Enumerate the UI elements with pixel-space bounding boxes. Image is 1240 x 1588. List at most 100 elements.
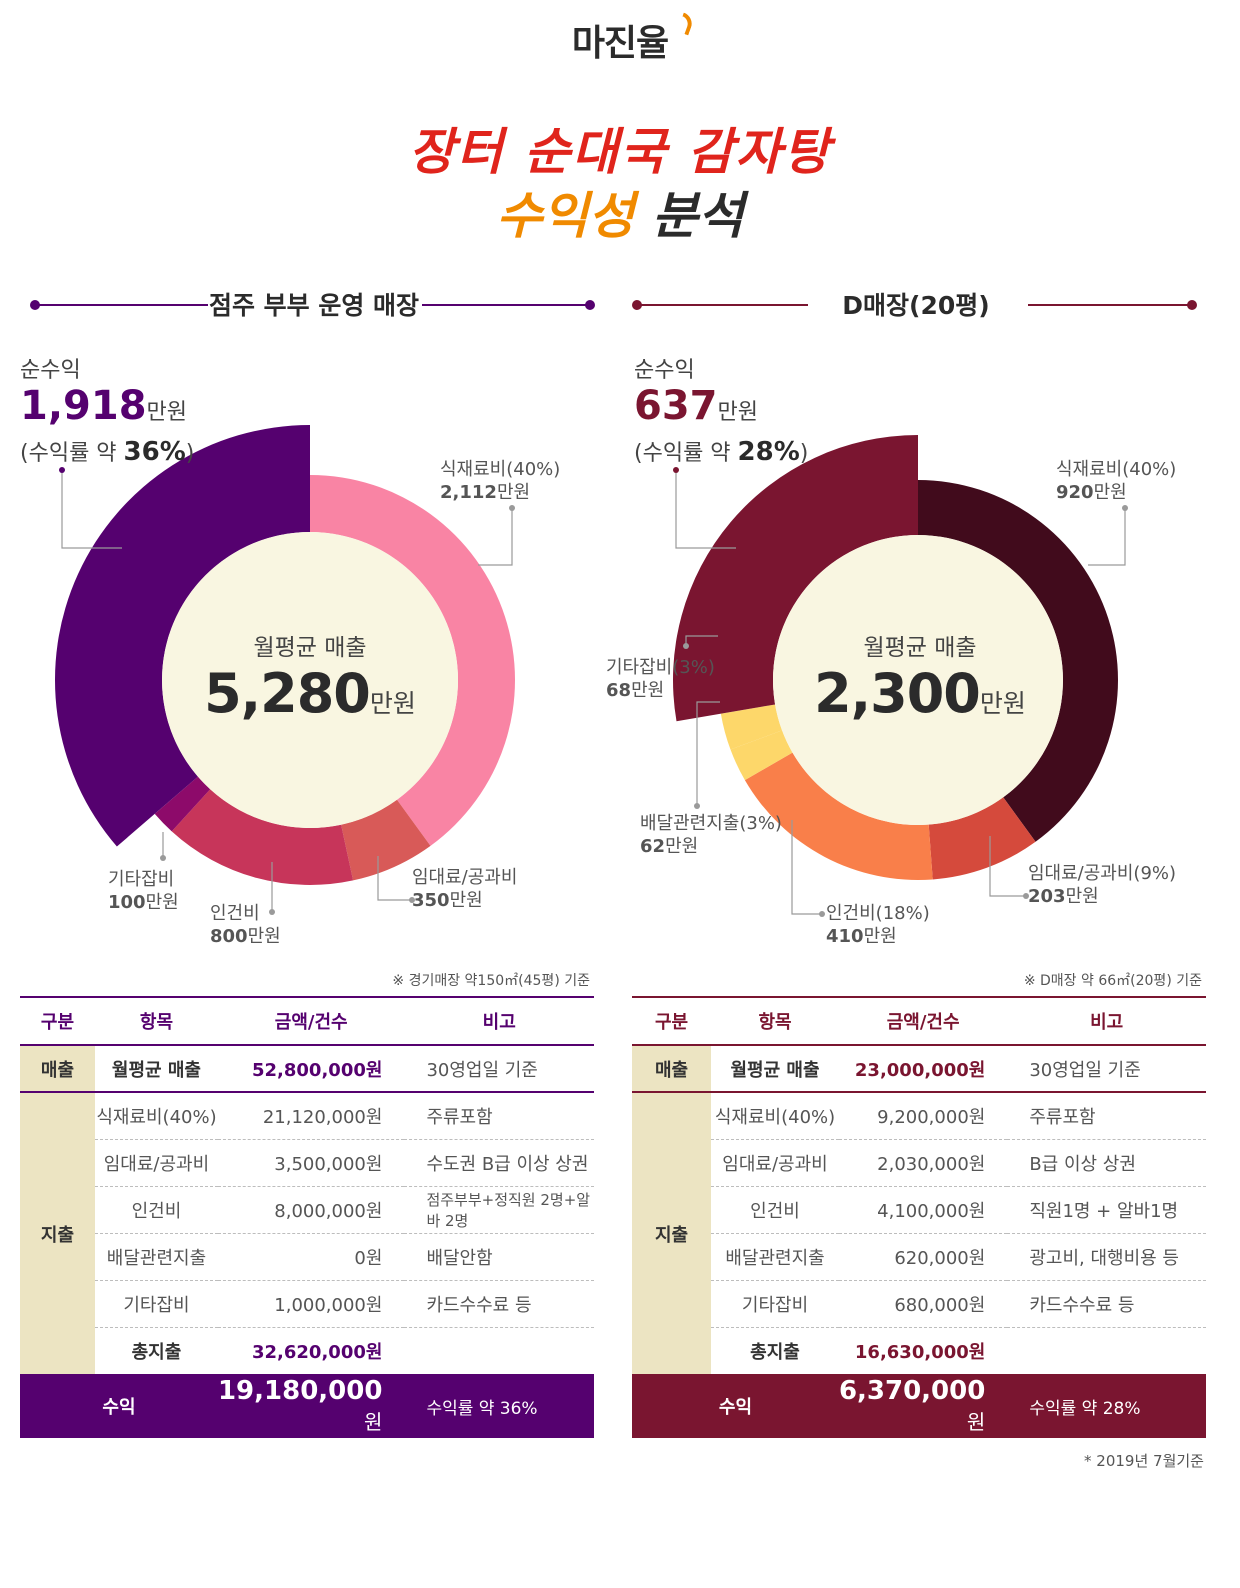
left-labor-amount: 800 — [210, 926, 248, 947]
right-expense-memo-4: 카드수수료 등 — [1007, 1280, 1206, 1328]
right-expense-item-2: 인건비 — [711, 1186, 839, 1234]
title-word-profitability: 수익성 — [496, 186, 635, 245]
table-row: 인건비 4,100,000원 직원1명 + 알바1명 — [632, 1186, 1206, 1234]
right-labor-leader — [791, 820, 822, 915]
left-expense-memo-4: 카드수수료 등 — [404, 1280, 594, 1328]
right-header-dot-start — [632, 300, 642, 310]
left-expense-item-4: 기타잡비 — [94, 1280, 218, 1328]
left-profit-rate: (수익률 약 36%) — [20, 435, 194, 467]
leader-lines — [61, 470, 1126, 915]
right-sales-memo: 30영업일 기준 — [1007, 1045, 1206, 1093]
left-profit-rate-suffix: ) — [185, 441, 195, 466]
left-rent-name: 임대료/공과비 — [412, 867, 518, 888]
right-expense-memo-0: 주류포함 — [1007, 1092, 1206, 1140]
left-header-line-b — [422, 304, 590, 306]
left-labor-unit: 만원 — [247, 926, 281, 947]
left-donut-slice-0 — [310, 475, 516, 846]
left-header-amount: 금액/건수 — [274, 1012, 348, 1033]
table-row: 임대료/공과비 2,030,000원 B급 이상 상권 — [632, 1139, 1206, 1187]
right-expense-amount-1: 2,030,000원 — [838, 1139, 1008, 1187]
right-donut-center-disc — [773, 535, 1063, 825]
left-profit-leader — [61, 470, 122, 549]
right-sales-row: 매출 월평균 매출 23,000,000원 30영업일 기준 — [632, 1045, 1206, 1093]
right-donut-slice-4 — [720, 704, 783, 750]
title-word-analysis: 분석 — [651, 186, 744, 245]
right-expense-memo-2: 직원1명 + 알바1명 — [1007, 1186, 1206, 1234]
right-profit-row-won: 원 — [966, 1410, 986, 1434]
left-area-note: ※ 경기매장 약150㎡(45평) 기준 — [392, 973, 590, 989]
right-expense-item-3: 배달관련지출 — [711, 1233, 839, 1281]
left-donut-center-disc — [162, 532, 458, 828]
left-profit-row-amount: 19,180,000 원 — [218, 1374, 404, 1438]
left-total-amount: 32,620,000원 — [252, 1341, 383, 1363]
left-donut-slice-2 — [171, 789, 354, 885]
left-expense-category: 지출 — [20, 1092, 95, 1374]
right-profit-rate-prefix: (수익률 약 — [634, 441, 738, 466]
left-profit-number: 1,918 — [20, 383, 147, 429]
left-sales-amount: 52,800,000원 — [217, 1045, 405, 1093]
left-rent-unit: 만원 — [449, 890, 483, 911]
right-expense-item-4: 기타잡비 — [711, 1280, 839, 1328]
right-food-leader — [1088, 508, 1126, 566]
right-expense-item-0: 식재료비(40%) — [711, 1092, 839, 1140]
left-profit-unit: 만원 — [146, 400, 188, 425]
left-label-misc: 기타잡비 100만원 — [108, 868, 179, 914]
right-profit-row-label: 수익 — [718, 1397, 753, 1418]
table-row: 지출 식재료비(40%) 9,200,000원 주류포함 — [632, 1092, 1206, 1374]
right-label-food: 식재료비(40%) 920만원 — [1056, 458, 1176, 504]
left-labor-leader-dot — [269, 909, 275, 915]
left-section-title: 점주 부부 운영 매장 — [208, 291, 420, 320]
left-profit-label: 순수익 — [20, 358, 81, 383]
right-profit-rate-suffix: ) — [799, 441, 809, 466]
right-table-header: 구분 항목 금액/건수 비고 — [632, 997, 1206, 1045]
leader-dots — [59, 467, 1128, 917]
right-donut-slice-2 — [744, 752, 933, 880]
table-row: 지출 식재료비(40%) 21,120,000원 주류포함 — [20, 1092, 594, 1374]
left-header-category: 구분 — [40, 1012, 75, 1033]
left-expense-memo-1: 수도권 B급 이상 상권 — [404, 1139, 594, 1187]
right-total-row: 총지출 16,630,000원 — [632, 1327, 1206, 1374]
left-header-dot-start — [30, 300, 40, 310]
left-donut-slice-3 — [154, 776, 211, 832]
left-food-leader-dot — [509, 505, 515, 511]
right-rent-leader-dot — [1023, 893, 1029, 899]
right-section-header: D매장(20평) — [632, 284, 1200, 324]
right-profit-leader — [675, 470, 736, 549]
right-center-title: 월평균 매출 — [863, 635, 977, 661]
page-title-line1: 장터 순대국 감자탕 — [408, 122, 832, 181]
right-expense-item-1: 임대료/공과비 — [711, 1139, 839, 1187]
left-food-name: 식재료비(40%) — [440, 459, 561, 480]
left-center-sales: 월평균 매출 5,280만원 — [160, 628, 460, 725]
left-table-header: 구분 항목 금액/건수 비고 — [20, 997, 594, 1045]
right-sales-item: 월평균 매출 — [711, 1045, 839, 1093]
left-food-leader — [478, 508, 513, 566]
right-profit-number: 637 — [634, 383, 718, 429]
right-labor-leader-dot — [819, 911, 825, 917]
right-header-line-b — [1028, 304, 1192, 306]
left-profit-row-label: 수익 — [102, 1397, 136, 1418]
table-row: 기타잡비 680,000원 카드수수료 등 — [632, 1280, 1206, 1328]
left-finance-table: 구분 항목 금액/건수 비고 매출 월평균 매출 52,800,000원 30영… — [20, 996, 594, 1438]
brand-logo: 마진율 — [0, 14, 1240, 66]
right-section-title: D매장(20평) — [842, 291, 990, 320]
table-row: 배달관련지출 0원 배달안함 — [20, 1233, 594, 1281]
right-expense-amount-3: 620,000원 — [838, 1233, 1008, 1281]
right-label-misc: 기타잡비(3%) 68만원 — [606, 656, 715, 702]
right-profit-leader-dot — [673, 467, 679, 473]
left-expense-memo-0: 주류포함 — [404, 1092, 594, 1140]
left-total-memo — [404, 1327, 594, 1374]
right-donut-slice-3 — [730, 730, 793, 781]
left-expense-amount-0: 21,120,000원 — [217, 1092, 405, 1140]
left-sales-category: 매출 — [20, 1045, 95, 1093]
donut-charts — [55, 425, 1128, 917]
left-header-dot-end — [585, 300, 595, 310]
left-expense-item-1: 임대료/공과비 — [94, 1139, 218, 1187]
right-profit-rate-value: 28% — [737, 437, 800, 467]
left-food-amount: 2,112 — [440, 482, 497, 503]
right-header-memo: 비고 — [1090, 1012, 1124, 1033]
right-expense-category: 지출 — [632, 1092, 712, 1374]
left-header-memo: 비고 — [482, 1012, 516, 1033]
left-rent-amount: 350 — [412, 890, 450, 911]
left-total-item: 총지출 — [131, 1341, 182, 1363]
right-food-amount: 920 — [1056, 482, 1094, 503]
